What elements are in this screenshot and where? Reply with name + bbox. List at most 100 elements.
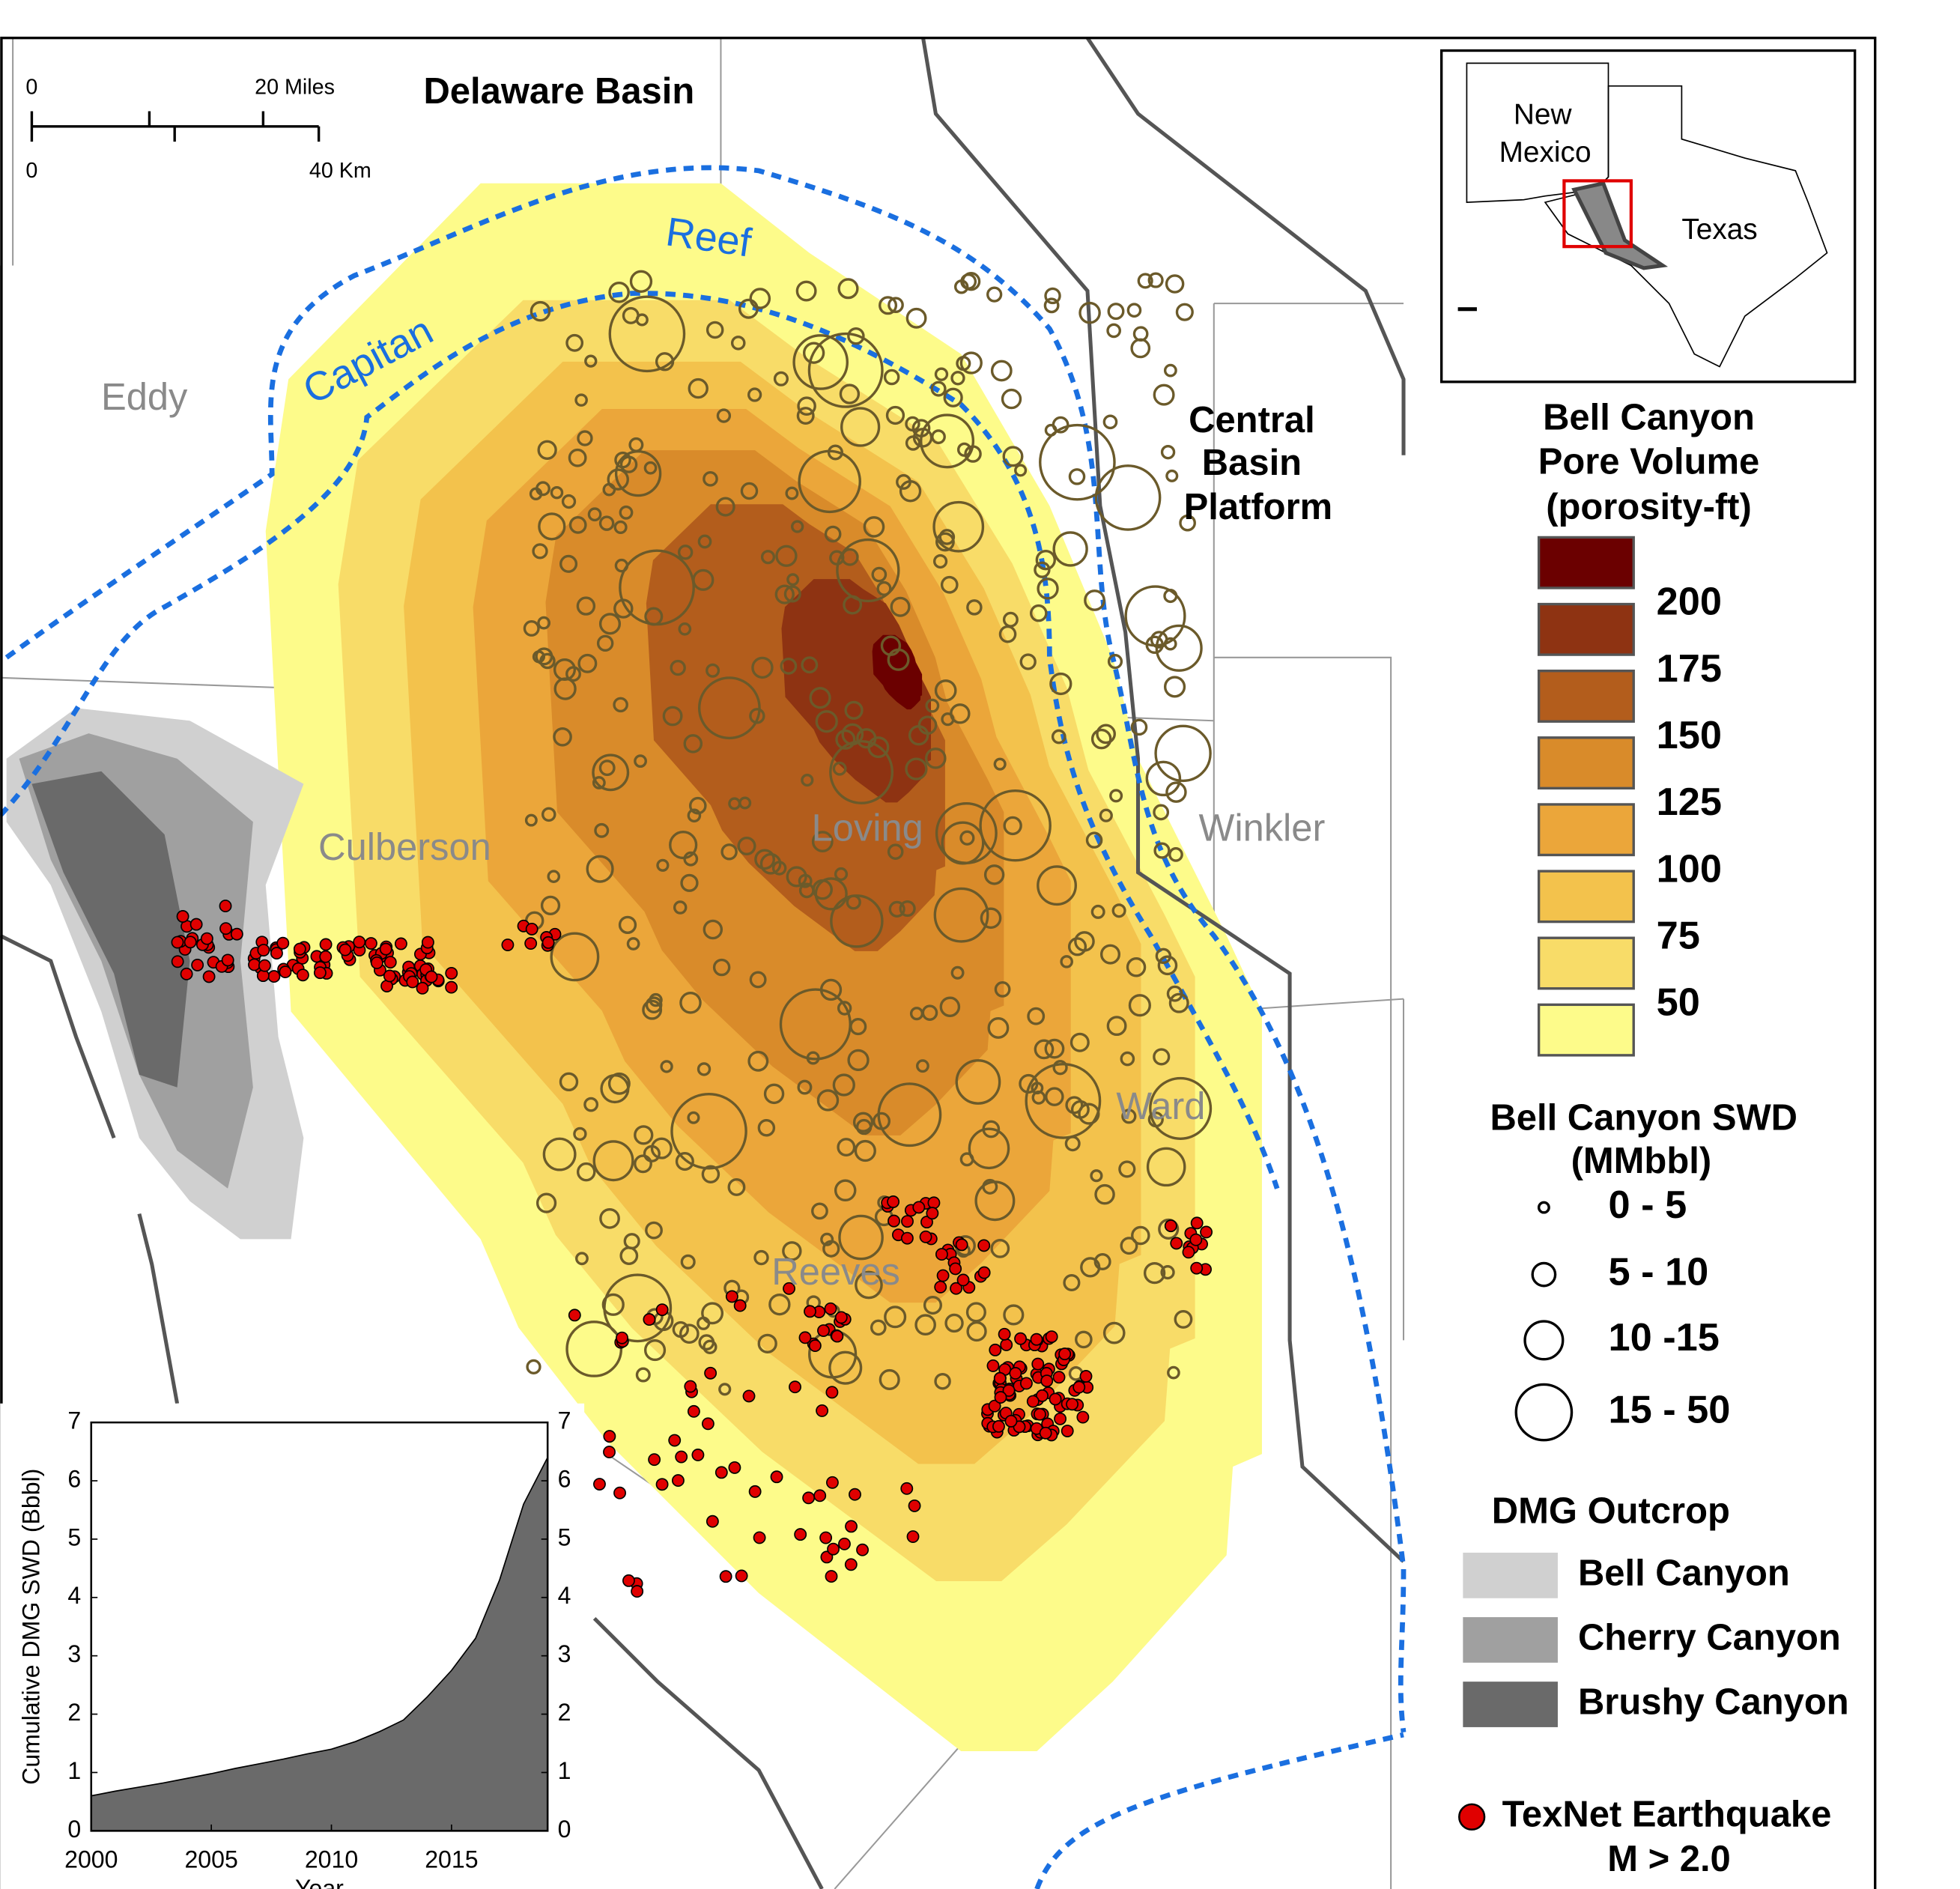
earthquake bbox=[267, 970, 281, 983]
swd-well bbox=[1043, 297, 1060, 314]
map-title: Delaware Basin bbox=[423, 71, 694, 112]
swd-well bbox=[1163, 637, 1177, 651]
swd-well bbox=[550, 932, 600, 982]
swd-well bbox=[737, 837, 756, 856]
earthquake bbox=[1002, 1384, 1016, 1397]
legend-swatch bbox=[1537, 602, 1635, 656]
legend-label: 100 bbox=[1657, 847, 1722, 891]
earthquake bbox=[955, 1238, 968, 1252]
swd-well bbox=[1044, 1038, 1065, 1059]
swd-well bbox=[763, 1083, 785, 1105]
earthquake bbox=[927, 1196, 941, 1210]
swd-well bbox=[1174, 1310, 1193, 1329]
earthquake bbox=[887, 1195, 900, 1208]
earthquake bbox=[986, 1359, 1000, 1372]
legend-swatch bbox=[1537, 670, 1635, 723]
swd-well bbox=[920, 413, 975, 469]
swd-well bbox=[574, 393, 588, 407]
legend-swatch bbox=[1537, 1003, 1635, 1057]
earthquake bbox=[189, 918, 203, 931]
swd-well bbox=[879, 1368, 900, 1390]
swd-well bbox=[939, 996, 961, 1017]
swd-well bbox=[530, 300, 551, 322]
swd-well bbox=[847, 1049, 870, 1071]
earthquake bbox=[230, 927, 243, 941]
swd-well bbox=[839, 383, 861, 404]
earthquake bbox=[445, 966, 458, 980]
swd-well bbox=[601, 1293, 625, 1316]
swd-well bbox=[592, 776, 606, 789]
texas-outline bbox=[1544, 85, 1828, 368]
earthquake bbox=[176, 910, 189, 923]
swd-well bbox=[587, 507, 602, 522]
swd-well bbox=[807, 332, 884, 408]
earthquake bbox=[200, 932, 213, 945]
earthquake bbox=[655, 1478, 669, 1491]
swd-well bbox=[1154, 724, 1212, 783]
swd-well bbox=[830, 894, 884, 948]
earthquake bbox=[445, 980, 458, 994]
swd-well bbox=[553, 658, 577, 682]
legend-label: 15 - 50 bbox=[1608, 1388, 1730, 1431]
y-tick-label: 2 bbox=[67, 1699, 81, 1726]
swd-well bbox=[1146, 1147, 1186, 1187]
earthquake bbox=[817, 1324, 830, 1337]
swd-well bbox=[879, 296, 898, 315]
swd-well bbox=[550, 485, 564, 500]
swd-well bbox=[1165, 274, 1185, 294]
swd-well bbox=[577, 653, 598, 673]
swd-well bbox=[662, 706, 683, 727]
swd-well bbox=[1051, 729, 1067, 745]
swd-well bbox=[680, 873, 699, 892]
swd-well bbox=[683, 734, 703, 754]
swd-well bbox=[576, 596, 596, 616]
earthquake bbox=[1039, 1426, 1052, 1440]
swd-well bbox=[1167, 1365, 1180, 1380]
legend-label: TexNet Earthquake bbox=[1502, 1795, 1832, 1835]
swd-well bbox=[934, 1372, 951, 1390]
swd-well bbox=[596, 634, 614, 652]
earthquake bbox=[421, 936, 434, 949]
swd-well bbox=[950, 371, 965, 386]
swd-well bbox=[1165, 469, 1179, 482]
swd-well bbox=[720, 843, 738, 861]
y-tick-label: 7 bbox=[67, 1407, 81, 1434]
inset-label: New bbox=[1514, 99, 1573, 131]
swd-well bbox=[959, 1152, 974, 1167]
swd-well bbox=[592, 1140, 634, 1182]
rivers bbox=[0, 37, 1406, 1889]
swd-well bbox=[598, 515, 615, 531]
earthquake bbox=[501, 939, 515, 951]
swd-well bbox=[847, 327, 865, 345]
swd-well bbox=[613, 697, 628, 713]
earthquake bbox=[364, 937, 377, 950]
legend-title: Pore Volume bbox=[1538, 441, 1760, 482]
swd-well bbox=[888, 297, 904, 314]
swd-well bbox=[1064, 1135, 1081, 1152]
swd-well bbox=[1019, 653, 1037, 670]
x-tick-label: 2015 bbox=[425, 1846, 478, 1873]
swd-well bbox=[619, 1246, 639, 1265]
swd-well bbox=[701, 1302, 724, 1325]
earthquake bbox=[1182, 1246, 1195, 1259]
swd-well bbox=[1001, 388, 1022, 410]
swd-well bbox=[905, 416, 920, 432]
swd-well bbox=[540, 895, 561, 915]
swd-well bbox=[1153, 842, 1171, 859]
swd-well bbox=[1034, 561, 1051, 578]
earthquake bbox=[383, 956, 397, 969]
swd-well bbox=[738, 796, 752, 810]
earthquake bbox=[1030, 1332, 1043, 1346]
swd-well bbox=[819, 978, 843, 1001]
earthquake bbox=[383, 969, 396, 983]
swd-well bbox=[718, 1383, 732, 1396]
earthquake bbox=[1061, 1425, 1074, 1437]
swd-well bbox=[1090, 904, 1105, 919]
swd-well bbox=[608, 282, 630, 303]
swd-well bbox=[887, 648, 910, 671]
legend-label: 175 bbox=[1657, 647, 1722, 691]
earthquake bbox=[379, 942, 392, 956]
swd-well bbox=[824, 525, 842, 543]
earthquake bbox=[258, 959, 271, 972]
